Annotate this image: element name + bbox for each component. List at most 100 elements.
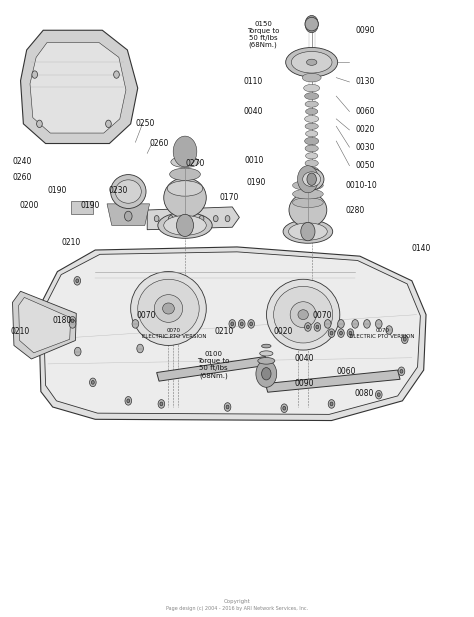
Circle shape	[132, 320, 139, 328]
Ellipse shape	[273, 286, 333, 343]
Circle shape	[125, 211, 132, 221]
Ellipse shape	[170, 168, 201, 180]
Circle shape	[76, 279, 79, 283]
Ellipse shape	[307, 59, 317, 65]
Polygon shape	[43, 252, 420, 415]
Text: 0030: 0030	[355, 143, 374, 152]
Circle shape	[316, 325, 319, 329]
Circle shape	[213, 215, 218, 222]
Circle shape	[168, 215, 173, 222]
Circle shape	[226, 405, 229, 409]
Circle shape	[137, 344, 144, 353]
Circle shape	[106, 120, 111, 128]
Text: 0110: 0110	[244, 78, 263, 86]
Circle shape	[398, 367, 405, 376]
Text: 0080: 0080	[354, 389, 374, 398]
Text: 0020: 0020	[355, 125, 374, 135]
Ellipse shape	[164, 215, 206, 235]
Circle shape	[158, 400, 164, 408]
Circle shape	[90, 378, 96, 387]
Circle shape	[337, 329, 344, 337]
Circle shape	[173, 136, 197, 167]
Text: 0140: 0140	[412, 244, 431, 253]
Text: Page design (c) 2004 - 2016 by ARI Network Services, Inc.: Page design (c) 2004 - 2016 by ARI Netwo…	[166, 607, 308, 611]
Circle shape	[36, 120, 42, 128]
Polygon shape	[18, 297, 71, 353]
Polygon shape	[265, 370, 400, 392]
Text: 0190: 0190	[246, 178, 266, 187]
Circle shape	[337, 320, 344, 328]
Ellipse shape	[286, 48, 337, 77]
Circle shape	[225, 215, 230, 222]
Circle shape	[328, 400, 335, 408]
Polygon shape	[156, 357, 268, 381]
Ellipse shape	[131, 271, 206, 346]
Circle shape	[298, 166, 318, 193]
Ellipse shape	[298, 310, 309, 320]
Ellipse shape	[260, 351, 273, 356]
Ellipse shape	[110, 175, 146, 209]
Text: 0070: 0070	[313, 312, 332, 320]
Circle shape	[185, 215, 190, 222]
Ellipse shape	[283, 220, 333, 243]
Circle shape	[176, 214, 193, 236]
Text: 0250: 0250	[136, 119, 155, 128]
Circle shape	[330, 331, 333, 335]
Text: 0260: 0260	[150, 139, 169, 148]
Text: 0170: 0170	[219, 193, 238, 202]
Text: 0210: 0210	[61, 238, 81, 247]
Circle shape	[375, 391, 382, 399]
Ellipse shape	[305, 93, 319, 99]
Ellipse shape	[300, 168, 324, 190]
Circle shape	[69, 320, 76, 328]
Text: 0210: 0210	[214, 328, 234, 336]
Circle shape	[69, 317, 76, 325]
Text: 0130: 0130	[355, 78, 374, 86]
Text: 0180: 0180	[53, 317, 72, 325]
Text: 0010-10: 0010-10	[346, 181, 377, 190]
Circle shape	[386, 326, 392, 334]
Text: 0190: 0190	[48, 186, 67, 195]
Ellipse shape	[305, 101, 318, 107]
Ellipse shape	[262, 344, 271, 348]
Circle shape	[314, 323, 320, 331]
Ellipse shape	[306, 153, 318, 159]
Text: 0200: 0200	[19, 201, 39, 210]
Ellipse shape	[292, 189, 323, 199]
Ellipse shape	[292, 197, 323, 207]
Circle shape	[349, 331, 352, 335]
Ellipse shape	[303, 172, 320, 186]
Circle shape	[330, 402, 333, 406]
Circle shape	[305, 323, 311, 331]
Ellipse shape	[167, 181, 203, 196]
Ellipse shape	[164, 178, 206, 218]
Circle shape	[307, 325, 310, 329]
Text: 0050: 0050	[355, 161, 374, 170]
Circle shape	[114, 71, 119, 78]
Text: 0210: 0210	[10, 328, 29, 336]
Circle shape	[231, 322, 234, 326]
Text: 0260: 0260	[12, 173, 32, 183]
Ellipse shape	[292, 51, 332, 73]
Text: 0280: 0280	[346, 205, 365, 215]
Circle shape	[352, 320, 358, 328]
Polygon shape	[20, 30, 138, 144]
Ellipse shape	[138, 280, 199, 337]
Ellipse shape	[266, 280, 340, 350]
Circle shape	[229, 320, 236, 328]
Circle shape	[305, 15, 318, 33]
Ellipse shape	[155, 295, 182, 322]
Circle shape	[71, 319, 74, 323]
Text: ARI PartStore.com: ARI PartStore.com	[192, 294, 282, 304]
Circle shape	[125, 397, 132, 405]
Circle shape	[400, 370, 403, 373]
Circle shape	[238, 320, 245, 328]
Text: 0100
Torque to
50 ft/lbs
(68Nm.): 0100 Torque to 50 ft/lbs (68Nm.)	[197, 352, 229, 379]
Circle shape	[155, 215, 159, 222]
Text: 0190: 0190	[80, 201, 100, 210]
Text: 0090: 0090	[295, 379, 314, 388]
Ellipse shape	[305, 167, 319, 174]
Circle shape	[283, 407, 286, 410]
Ellipse shape	[290, 302, 316, 328]
Circle shape	[301, 222, 315, 241]
